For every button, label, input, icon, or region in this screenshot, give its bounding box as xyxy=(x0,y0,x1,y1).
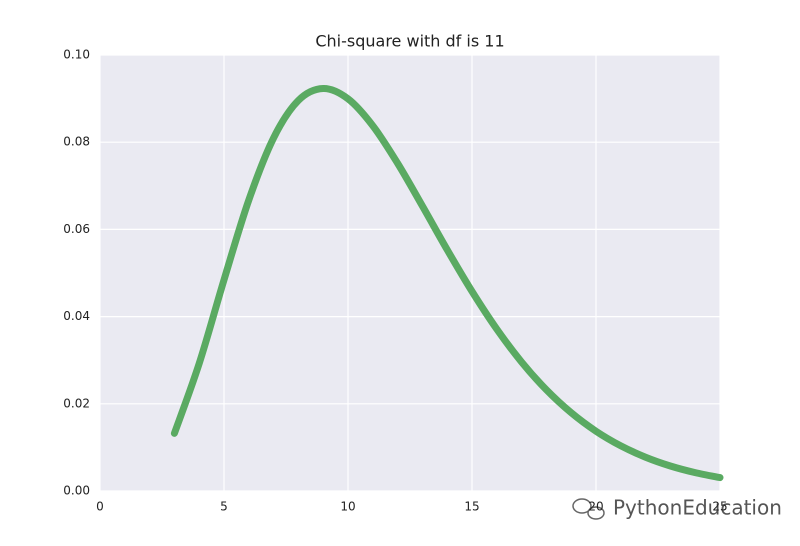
x-tick-label: 5 xyxy=(220,500,228,514)
y-tick-label: 0.06 xyxy=(63,222,90,236)
x-tick-label: 25 xyxy=(712,500,727,514)
watermark-icon xyxy=(572,498,605,520)
line xyxy=(170,85,724,482)
x-tick-label: 15 xyxy=(464,500,479,514)
x-tick-label: 0 xyxy=(96,500,104,514)
y-tick-label: 0.00 xyxy=(63,484,90,498)
y-tick-label: 0.04 xyxy=(63,309,90,323)
x-tick-label: 20 xyxy=(588,500,603,514)
plot-area xyxy=(100,55,720,491)
chart-title: Chi-square with df is 11 xyxy=(315,32,504,51)
watermark: PythonEducation xyxy=(613,496,782,520)
y-tick-label: 0.08 xyxy=(63,135,90,149)
y-tick-label: 0.10 xyxy=(63,48,90,62)
y-tick-label: 0.02 xyxy=(63,396,90,410)
x-tick-label: 10 xyxy=(340,500,355,514)
